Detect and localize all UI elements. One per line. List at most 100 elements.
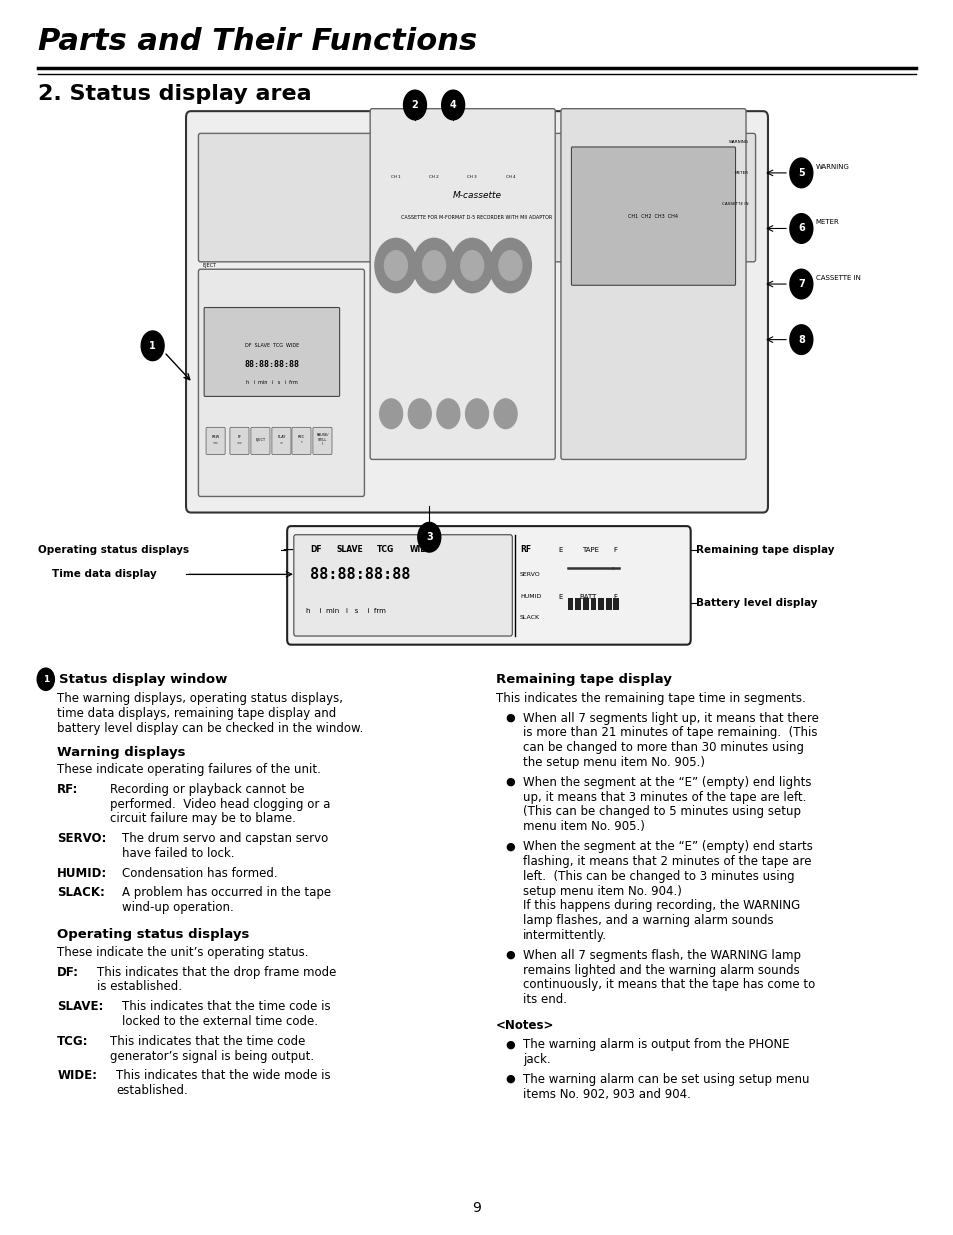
Text: This indicates that the time code is: This indicates that the time code is xyxy=(122,1000,331,1013)
Text: Operating status displays: Operating status displays xyxy=(38,545,189,555)
Text: circuit failure may be to blame.: circuit failure may be to blame. xyxy=(110,813,295,825)
Text: A problem has occurred in the tape: A problem has occurred in the tape xyxy=(122,887,331,899)
Text: REW
<<: REW << xyxy=(212,436,219,443)
FancyBboxPatch shape xyxy=(198,133,755,262)
FancyBboxPatch shape xyxy=(370,109,555,459)
Text: left.  (This can be changed to 3 minutes using: left. (This can be changed to 3 minutes … xyxy=(522,869,794,883)
Text: Time data display: Time data display xyxy=(52,569,157,579)
Text: CH 1: CH 1 xyxy=(391,174,400,179)
Text: SERVO:: SERVO: xyxy=(57,832,107,845)
Text: F: F xyxy=(613,547,617,552)
Text: EJECT: EJECT xyxy=(255,437,265,442)
Text: have failed to lock.: have failed to lock. xyxy=(122,847,234,860)
Circle shape xyxy=(498,251,521,280)
Bar xyxy=(605,598,611,610)
Circle shape xyxy=(384,251,407,280)
Text: REC
*: REC * xyxy=(297,436,305,443)
Text: Operating status displays: Operating status displays xyxy=(57,929,250,941)
Text: E: E xyxy=(558,547,562,552)
Text: 9: 9 xyxy=(472,1200,481,1215)
Circle shape xyxy=(403,90,426,120)
Circle shape xyxy=(451,238,493,293)
Circle shape xyxy=(789,158,812,188)
Text: Recording or playback cannot be: Recording or playback cannot be xyxy=(110,783,304,795)
Text: ●: ● xyxy=(505,950,515,960)
Text: generator’s signal is being output.: generator’s signal is being output. xyxy=(110,1050,314,1062)
Text: These indicate the unit’s operating status.: These indicate the unit’s operating stat… xyxy=(57,946,309,960)
Text: RF: RF xyxy=(519,545,531,555)
Text: can be changed to more than 30 minutes using: can be changed to more than 30 minutes u… xyxy=(522,741,803,755)
FancyBboxPatch shape xyxy=(204,308,339,396)
Text: items No. 902, 903 and 904.: items No. 902, 903 and 904. xyxy=(522,1088,690,1100)
Text: WIDE: WIDE xyxy=(410,545,433,555)
Text: BATT: BATT xyxy=(578,594,596,599)
Circle shape xyxy=(408,399,431,429)
Text: WARNING: WARNING xyxy=(815,164,849,169)
Circle shape xyxy=(489,238,531,293)
Text: its end.: its end. xyxy=(522,993,566,1007)
Circle shape xyxy=(789,325,812,354)
Text: CASSETTE FOR M-FORMAT D-5 RECORDER WITH MII ADAPTOR: CASSETTE FOR M-FORMAT D-5 RECORDER WITH … xyxy=(401,215,552,220)
Text: Parts and Their Functions: Parts and Their Functions xyxy=(38,27,476,56)
FancyBboxPatch shape xyxy=(251,427,270,454)
Text: The warning displays, operating status displays,: The warning displays, operating status d… xyxy=(57,693,343,705)
Text: M-cassette: M-cassette xyxy=(452,190,501,200)
Text: setup menu item No. 904.): setup menu item No. 904.) xyxy=(522,884,681,898)
Text: The warning alarm is output from the PHONE: The warning alarm is output from the PHO… xyxy=(522,1039,788,1051)
Circle shape xyxy=(494,399,517,429)
Text: E: E xyxy=(558,594,562,599)
Bar xyxy=(582,598,588,610)
Text: WARNING: WARNING xyxy=(728,140,748,144)
Text: flashing, it means that 2 minutes of the tape are: flashing, it means that 2 minutes of the… xyxy=(522,855,810,868)
FancyBboxPatch shape xyxy=(560,109,745,459)
Text: This indicates that the drop frame mode: This indicates that the drop frame mode xyxy=(97,966,336,978)
Text: WIDE:: WIDE: xyxy=(57,1070,97,1082)
FancyBboxPatch shape xyxy=(272,427,291,454)
Text: 8: 8 xyxy=(797,335,804,345)
Text: CASSETTE IN: CASSETTE IN xyxy=(721,201,748,206)
Text: RF:: RF: xyxy=(57,783,78,795)
Text: SERVO: SERVO xyxy=(519,572,540,577)
Text: DF: DF xyxy=(310,545,321,555)
Text: This indicates the remaining tape time in segments.: This indicates the remaining tape time i… xyxy=(496,693,805,705)
Text: ●: ● xyxy=(505,1074,515,1084)
Text: SLACK: SLACK xyxy=(519,615,539,620)
Text: CH 3: CH 3 xyxy=(467,174,476,179)
Text: ●: ● xyxy=(505,713,515,722)
Text: time data displays, remaining tape display and: time data displays, remaining tape displ… xyxy=(57,708,336,720)
Text: SLACK:: SLACK: xyxy=(57,887,105,899)
FancyBboxPatch shape xyxy=(206,427,225,454)
Circle shape xyxy=(375,238,416,293)
Text: When the segment at the “E” (empty) end starts: When the segment at the “E” (empty) end … xyxy=(522,840,812,853)
Text: PLAY
>: PLAY > xyxy=(277,436,285,443)
FancyBboxPatch shape xyxy=(186,111,767,513)
Bar xyxy=(590,598,596,610)
Text: F: F xyxy=(613,594,617,599)
Text: is established.: is established. xyxy=(97,981,182,993)
Circle shape xyxy=(460,251,483,280)
Text: HUMID: HUMID xyxy=(519,594,540,599)
FancyBboxPatch shape xyxy=(292,427,311,454)
Text: CH1  CH2  CH3  CH4: CH1 CH2 CH3 CH4 xyxy=(628,214,678,219)
Text: 88:88:88:88: 88:88:88:88 xyxy=(310,567,410,582)
Text: 5: 5 xyxy=(797,168,804,178)
Text: CH 2: CH 2 xyxy=(429,174,438,179)
Text: continuously, it means that the tape has come to: continuously, it means that the tape has… xyxy=(522,978,814,992)
Circle shape xyxy=(789,214,812,243)
Text: 1: 1 xyxy=(149,341,156,351)
Text: HUMID:: HUMID: xyxy=(57,867,108,879)
Text: established.: established. xyxy=(116,1084,188,1097)
Text: Remaining tape display: Remaining tape display xyxy=(696,545,834,555)
Circle shape xyxy=(441,90,464,120)
Text: FF
>>: FF >> xyxy=(236,436,242,443)
Bar xyxy=(567,598,573,610)
Text: SLAVE: SLAVE xyxy=(336,545,363,555)
Text: CH 4: CH 4 xyxy=(505,174,515,179)
Text: EJECT: EJECT xyxy=(202,263,216,268)
Text: menu item No. 905.): menu item No. 905.) xyxy=(522,820,644,834)
Text: 4: 4 xyxy=(449,100,456,110)
Text: h   i  min   i   s   i  frm: h i min i s i frm xyxy=(246,380,297,385)
Text: 3: 3 xyxy=(425,532,433,542)
Text: 2. Status display area: 2. Status display area xyxy=(38,84,312,104)
Text: intermittently.: intermittently. xyxy=(522,929,606,942)
